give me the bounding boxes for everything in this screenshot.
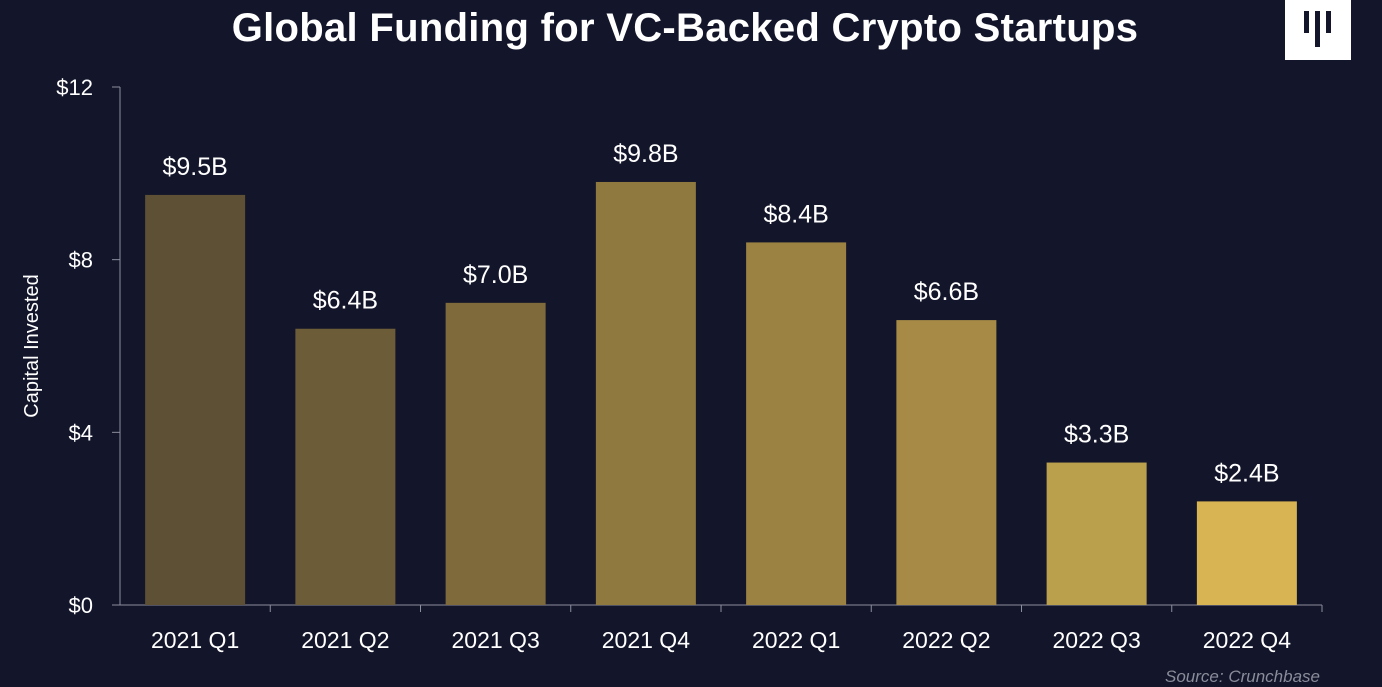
x-tick-label: 2021 Q3 — [452, 627, 540, 653]
bar-value-label: $6.6B — [914, 278, 979, 306]
bar — [746, 242, 847, 605]
x-tick-label: 2021 Q2 — [301, 627, 389, 653]
bar-value-label: $3.3B — [1064, 421, 1129, 449]
y-axis-title: Capital Invested — [21, 274, 43, 417]
bar — [295, 328, 396, 605]
bar-value-label: $8.4B — [763, 200, 828, 228]
bar — [896, 320, 997, 605]
y-tick-label: $8 — [69, 248, 93, 273]
chart-title: Global Funding for VC-Backed Crypto Star… — [231, 6, 1139, 50]
x-tick-label: 2022 Q2 — [902, 627, 990, 653]
source-note: Source: Crunchbase — [1165, 667, 1320, 686]
x-tick-label: 2022 Q3 — [1053, 627, 1141, 653]
bar — [1046, 462, 1147, 605]
bar-value-label: $2.4B — [1214, 459, 1279, 487]
y-tick-label: $0 — [69, 593, 93, 618]
brand-bars-icon — [1285, 0, 1351, 60]
bar — [1196, 501, 1297, 605]
bar — [595, 181, 696, 605]
bar-value-label: $9.8B — [613, 140, 678, 168]
x-tick-label: 2021 Q1 — [151, 627, 239, 653]
bar — [445, 302, 546, 605]
y-tick-label: $12 — [56, 75, 93, 100]
x-tick-label: 2022 Q4 — [1203, 627, 1291, 653]
y-tick-label: $4 — [69, 420, 93, 445]
x-tick-label: 2021 Q4 — [602, 627, 690, 653]
bar-value-label: $7.0B — [463, 261, 528, 289]
bar-value-label: $6.4B — [313, 287, 378, 315]
x-tick-label: 2022 Q1 — [752, 627, 840, 653]
bar — [145, 194, 246, 605]
bar-value-label: $9.5B — [162, 153, 227, 181]
